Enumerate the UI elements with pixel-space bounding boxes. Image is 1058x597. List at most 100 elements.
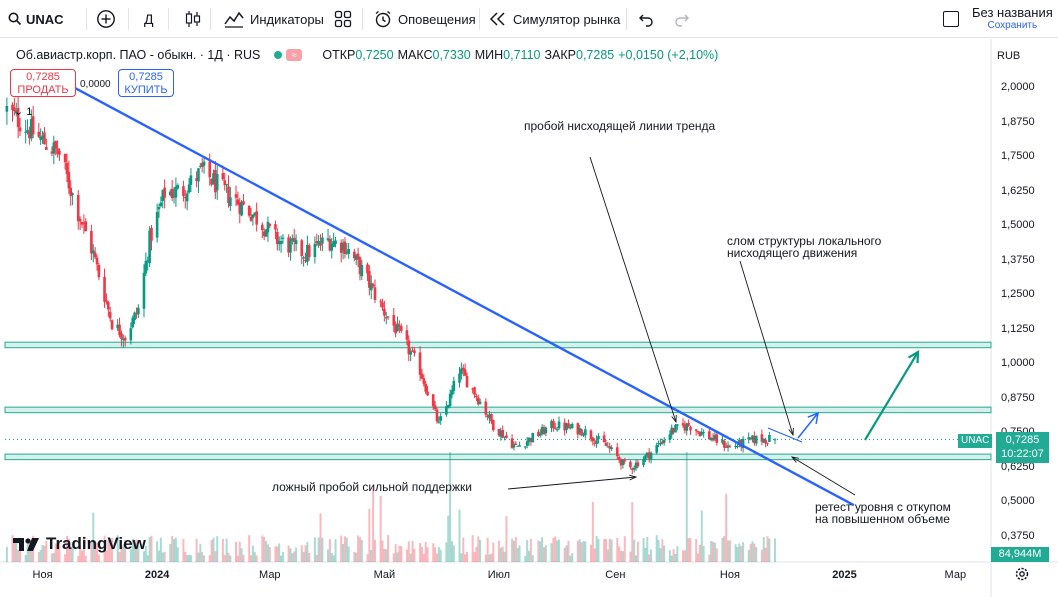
volume-bar <box>189 555 192 562</box>
candle-body <box>105 300 108 302</box>
chart-type-button[interactable] <box>184 0 202 38</box>
volume-bar <box>762 537 765 562</box>
candle-body <box>398 325 401 327</box>
price-tick-label: 1,2500 <box>1001 288 1035 301</box>
candle-body <box>544 427 548 434</box>
candle-body <box>200 162 204 167</box>
layout-title[interactable]: Без названия Сохранить <box>972 6 1053 32</box>
candle-body <box>563 422 566 431</box>
volume-bar <box>426 547 429 562</box>
candle-body <box>347 249 350 254</box>
volume-bar <box>313 537 316 562</box>
top-toolbar: UNAC Д Индикаторы Оповещения Симулятор р… <box>0 0 1058 38</box>
candle-body <box>702 432 705 434</box>
candle-body <box>490 413 493 422</box>
volume-bar <box>174 537 177 562</box>
volume-bar <box>379 495 382 562</box>
candle-body <box>768 434 771 442</box>
volume-bar <box>435 553 438 562</box>
candle-body <box>636 462 640 467</box>
pointer-trend-break-head <box>671 414 677 424</box>
chart-pane[interactable]: Об.авиастр.корп. ПАО - обыкн. · 1Д · RUS… <box>0 39 1058 597</box>
volume-bar <box>360 540 363 562</box>
candle-body <box>492 420 495 431</box>
candle-body <box>555 429 559 431</box>
candle-body <box>332 241 335 247</box>
candle-body <box>411 350 414 352</box>
candle-body <box>118 324 121 336</box>
volume-bar <box>407 541 410 562</box>
spread-value: 0,0000 <box>80 79 111 90</box>
volume-bar <box>176 547 179 562</box>
volume-bar <box>105 550 108 562</box>
volume-bar <box>597 538 600 562</box>
redo-button[interactable] <box>674 0 690 38</box>
interval-button[interactable]: Д <box>144 0 153 38</box>
plus-circle-icon <box>97 10 115 28</box>
volume-bar <box>122 544 125 562</box>
candle-body <box>405 330 409 340</box>
candle-body <box>552 420 555 429</box>
volume-bar <box>659 548 662 562</box>
candle-body <box>646 452 649 456</box>
volume-bar <box>516 547 519 562</box>
volume-bar <box>210 539 213 562</box>
save-link[interactable]: Сохранить <box>987 20 1038 31</box>
candle-body <box>514 443 518 445</box>
alerts-button[interactable]: Оповещения <box>374 0 476 38</box>
close-key: ЗАКР <box>544 48 576 62</box>
volume-bar <box>591 502 594 562</box>
price-chart[interactable] <box>0 39 1058 597</box>
candle-body <box>110 320 114 330</box>
layout-checkbox[interactable] <box>943 0 959 38</box>
candle-body <box>516 445 520 447</box>
replay-label: Симулятор рынка <box>513 11 621 27</box>
candle-body <box>741 438 745 449</box>
candle-body <box>13 107 16 111</box>
wave-badge-icon[interactable]: ≈ <box>286 49 303 61</box>
volume-bar <box>265 541 268 562</box>
candle-body <box>565 423 568 430</box>
symbol-search[interactable]: UNAC <box>8 0 64 38</box>
price-tick-label: 2,0000 <box>1001 81 1035 93</box>
currency-selector[interactable]: RUB <box>997 50 1021 62</box>
volume-bar <box>708 554 711 562</box>
bar-replay-button[interactable]: Симулятор рынка <box>489 0 620 38</box>
buy-button[interactable]: 0,7285 КУПИТЬ <box>118 69 174 97</box>
undo-button[interactable] <box>638 0 654 38</box>
volume-bar <box>304 545 307 562</box>
volume-bar <box>727 540 730 562</box>
volume-bar <box>511 538 514 562</box>
volume-toggle[interactable]: ⌄ 1 <box>14 105 32 118</box>
gear-icon[interactable] <box>1014 566 1030 582</box>
volume-bar <box>135 539 138 562</box>
layouts-button[interactable] <box>334 0 352 38</box>
volume-bar <box>683 550 686 562</box>
annotation-trend-break: пробой нисходящей линии тренда <box>524 119 716 133</box>
price-tick-label: 0,8750 <box>1001 391 1035 404</box>
volume-bar <box>672 549 675 562</box>
tradingview-logo[interactable]: TradingView <box>13 534 146 554</box>
volume-bar <box>394 544 397 562</box>
candle-body <box>76 194 80 222</box>
candle-body <box>460 368 463 374</box>
volume-bar <box>64 554 67 562</box>
volume-bar <box>556 540 559 562</box>
candle-body <box>345 252 349 254</box>
last-price-value: 0,7285 <box>1005 434 1040 446</box>
candle-body <box>379 301 382 303</box>
candle-body <box>570 424 574 428</box>
volume-bar <box>531 555 534 562</box>
sell-button[interactable]: 0,7285 ПРОДАТЬ <box>10 69 76 97</box>
volume-bar <box>37 552 40 562</box>
volume-bar <box>144 545 147 562</box>
volume-bar <box>409 553 412 562</box>
candle-body <box>242 201 245 205</box>
volume-bar <box>486 537 489 562</box>
compare-symbol-button[interactable] <box>96 0 116 38</box>
pointer-false-break <box>507 476 637 490</box>
chevron-down-icon: ⌄ <box>14 106 27 118</box>
volume-bar <box>266 544 269 562</box>
indicators-button[interactable]: Индикаторы <box>224 0 324 38</box>
volume-bar <box>584 541 587 562</box>
